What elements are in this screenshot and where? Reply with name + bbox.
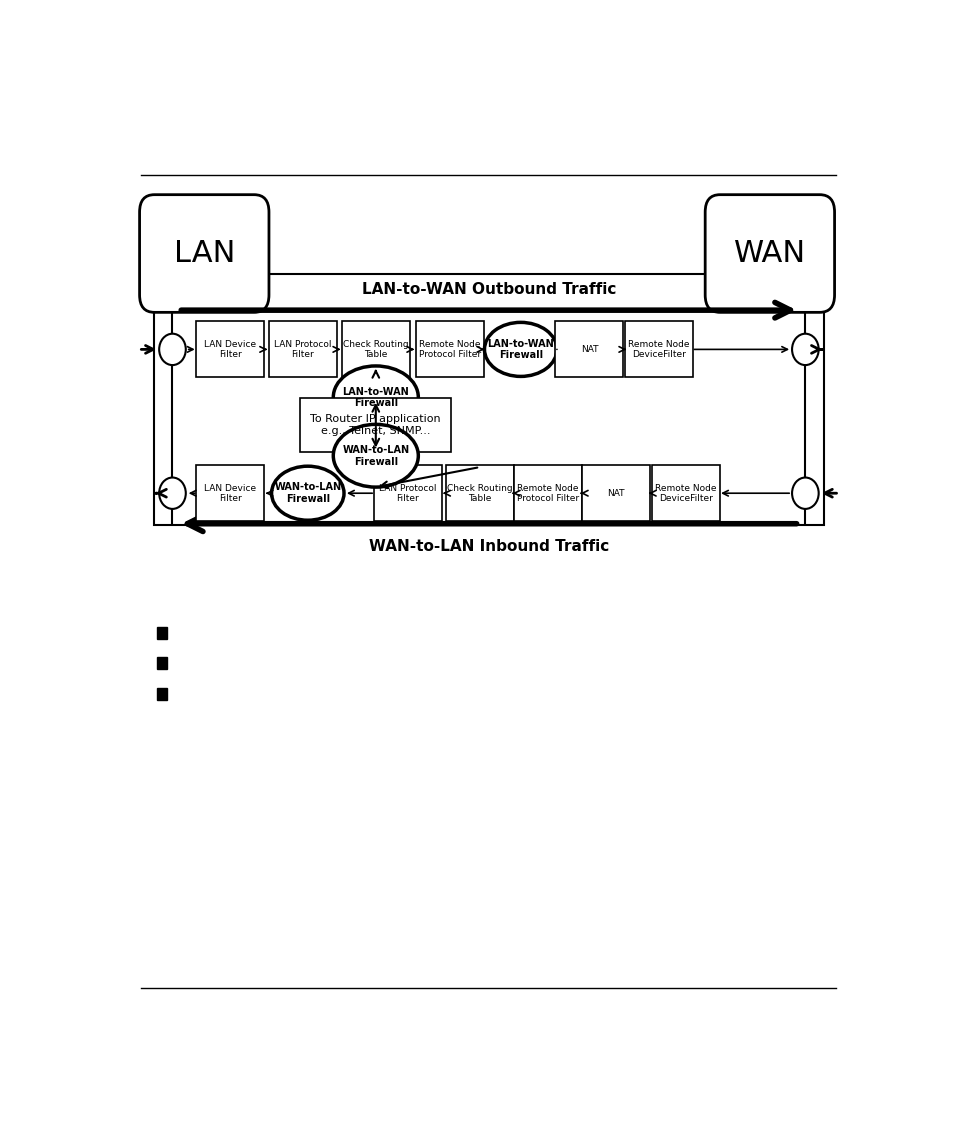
Text: Remote Node
DeviceFilter: Remote Node DeviceFilter xyxy=(628,340,689,359)
FancyBboxPatch shape xyxy=(341,321,410,377)
FancyBboxPatch shape xyxy=(374,465,441,521)
Text: To Router IP application
e.g., Telnet, SNMP...: To Router IP application e.g., Telnet, S… xyxy=(310,414,440,436)
Text: Check Routing
Table: Check Routing Table xyxy=(343,340,408,359)
Ellipse shape xyxy=(484,323,557,377)
FancyBboxPatch shape xyxy=(157,657,167,669)
Text: NAT: NAT xyxy=(607,489,624,498)
FancyBboxPatch shape xyxy=(196,465,264,521)
Ellipse shape xyxy=(333,366,417,429)
Text: LAN: LAN xyxy=(173,239,234,268)
Circle shape xyxy=(159,334,186,366)
FancyBboxPatch shape xyxy=(153,274,823,524)
FancyBboxPatch shape xyxy=(704,195,834,312)
Text: WAN: WAN xyxy=(733,239,805,268)
Text: Remote Node
DeviceFilter: Remote Node DeviceFilter xyxy=(654,483,716,503)
FancyBboxPatch shape xyxy=(651,465,719,521)
Text: Check Routing
Table: Check Routing Table xyxy=(447,483,513,503)
Text: LAN Device
Filter: LAN Device Filter xyxy=(204,483,256,503)
FancyBboxPatch shape xyxy=(624,321,692,377)
Text: LAN-to-WAN
Firewall: LAN-to-WAN Firewall xyxy=(487,338,554,360)
FancyBboxPatch shape xyxy=(514,465,581,521)
Ellipse shape xyxy=(272,466,344,521)
Ellipse shape xyxy=(333,424,417,487)
Text: LAN Device
Filter: LAN Device Filter xyxy=(204,340,256,359)
Circle shape xyxy=(791,334,818,366)
FancyBboxPatch shape xyxy=(269,321,336,377)
FancyBboxPatch shape xyxy=(157,687,167,700)
Text: Remote Node
Protocol Filter: Remote Node Protocol Filter xyxy=(517,483,578,503)
Circle shape xyxy=(159,478,186,509)
FancyBboxPatch shape xyxy=(446,465,514,521)
FancyBboxPatch shape xyxy=(416,321,483,377)
FancyBboxPatch shape xyxy=(300,398,451,453)
FancyBboxPatch shape xyxy=(196,321,264,377)
FancyBboxPatch shape xyxy=(139,195,269,312)
Text: LAN Protocol
Filter: LAN Protocol Filter xyxy=(274,340,331,359)
Text: WAN-to-LAN
Firewall: WAN-to-LAN Firewall xyxy=(274,482,341,504)
Text: LAN-to-WAN
Firewall: LAN-to-WAN Firewall xyxy=(342,386,409,409)
Circle shape xyxy=(791,478,818,509)
Text: NAT: NAT xyxy=(580,345,598,354)
FancyBboxPatch shape xyxy=(581,465,649,521)
Text: WAN-to-LAN
Firewall: WAN-to-LAN Firewall xyxy=(342,445,409,466)
FancyBboxPatch shape xyxy=(555,321,623,377)
Text: Remote Node
Protocol Filter: Remote Node Protocol Filter xyxy=(418,340,480,359)
Text: LAN-to-WAN Outbound Traffic: LAN-to-WAN Outbound Traffic xyxy=(361,282,616,297)
Text: LAN Protocol
Filter: LAN Protocol Filter xyxy=(378,483,436,503)
Text: WAN-to-LAN Inbound Traffic: WAN-to-LAN Inbound Traffic xyxy=(369,540,608,555)
FancyBboxPatch shape xyxy=(157,627,167,638)
